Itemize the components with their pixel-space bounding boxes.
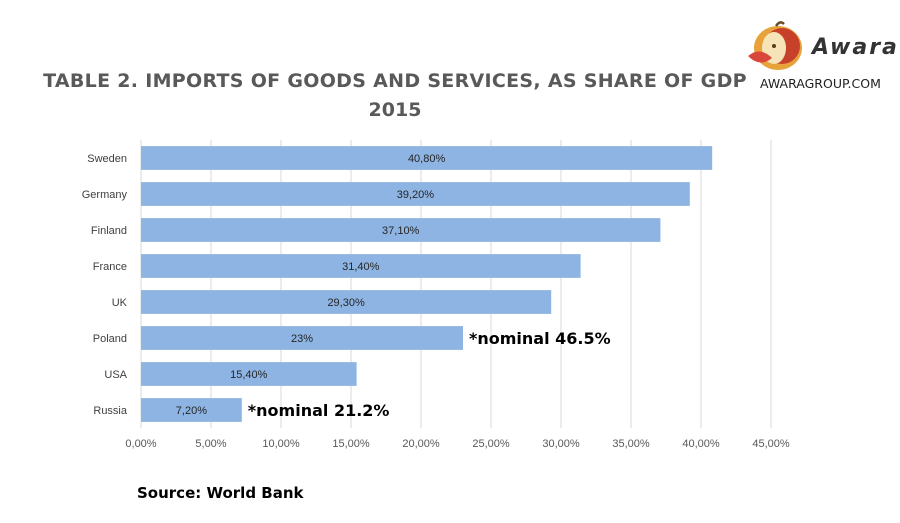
category-label: Russia (93, 405, 128, 417)
logo-wordmark: Awara (812, 35, 899, 60)
data-label: 15,40% (230, 369, 268, 381)
chart-title: TABLE 2. IMPORTS OF GOODS AND SERVICES, … (43, 70, 747, 92)
annotation: *nominal 21.2% (248, 401, 390, 420)
x-tick-label: 10,00% (262, 438, 300, 450)
x-tick-label: 0,00% (125, 438, 156, 450)
data-label: 40,80% (408, 153, 446, 165)
bar (141, 146, 713, 170)
x-tick-label: 15,00% (332, 438, 370, 450)
category-label: Finland (91, 225, 127, 237)
category-label: France (93, 261, 127, 273)
data-label: 29,30% (327, 297, 365, 309)
bar (141, 218, 661, 242)
x-tick-label: 25,00% (472, 438, 510, 450)
bar (141, 254, 581, 278)
bar (141, 326, 463, 350)
data-label: 31,40% (342, 261, 380, 273)
source-note: Source: World Bank (137, 484, 304, 502)
x-tick-label: 20,00% (402, 438, 440, 450)
x-tick-label: 40,00% (682, 438, 720, 450)
x-tick-label: 5,00% (195, 438, 226, 450)
chart-subtitle: 2015 (368, 99, 422, 121)
bar (141, 362, 357, 386)
x-tick-label: 35,00% (612, 438, 650, 450)
category-label: Sweden (87, 153, 127, 165)
category-label: Poland (93, 333, 127, 345)
annotation: *nominal 46.5% (469, 329, 611, 348)
data-label: 7,20% (176, 405, 207, 417)
logo-url[interactable]: AWARAGROUP.COM (760, 76, 881, 91)
data-label: 39,20% (397, 189, 435, 201)
bar (141, 290, 552, 314)
x-tick-label: 30,00% (542, 438, 580, 450)
data-label: 37,10% (382, 225, 420, 237)
apple-logo-icon (748, 21, 802, 70)
data-label: 23% (291, 333, 313, 345)
category-label: Germany (82, 189, 128, 201)
x-tick-label: 45,00% (752, 438, 790, 450)
bar (141, 398, 242, 422)
bar (141, 182, 690, 206)
category-label: UK (112, 297, 128, 309)
category-label: USA (104, 369, 127, 381)
